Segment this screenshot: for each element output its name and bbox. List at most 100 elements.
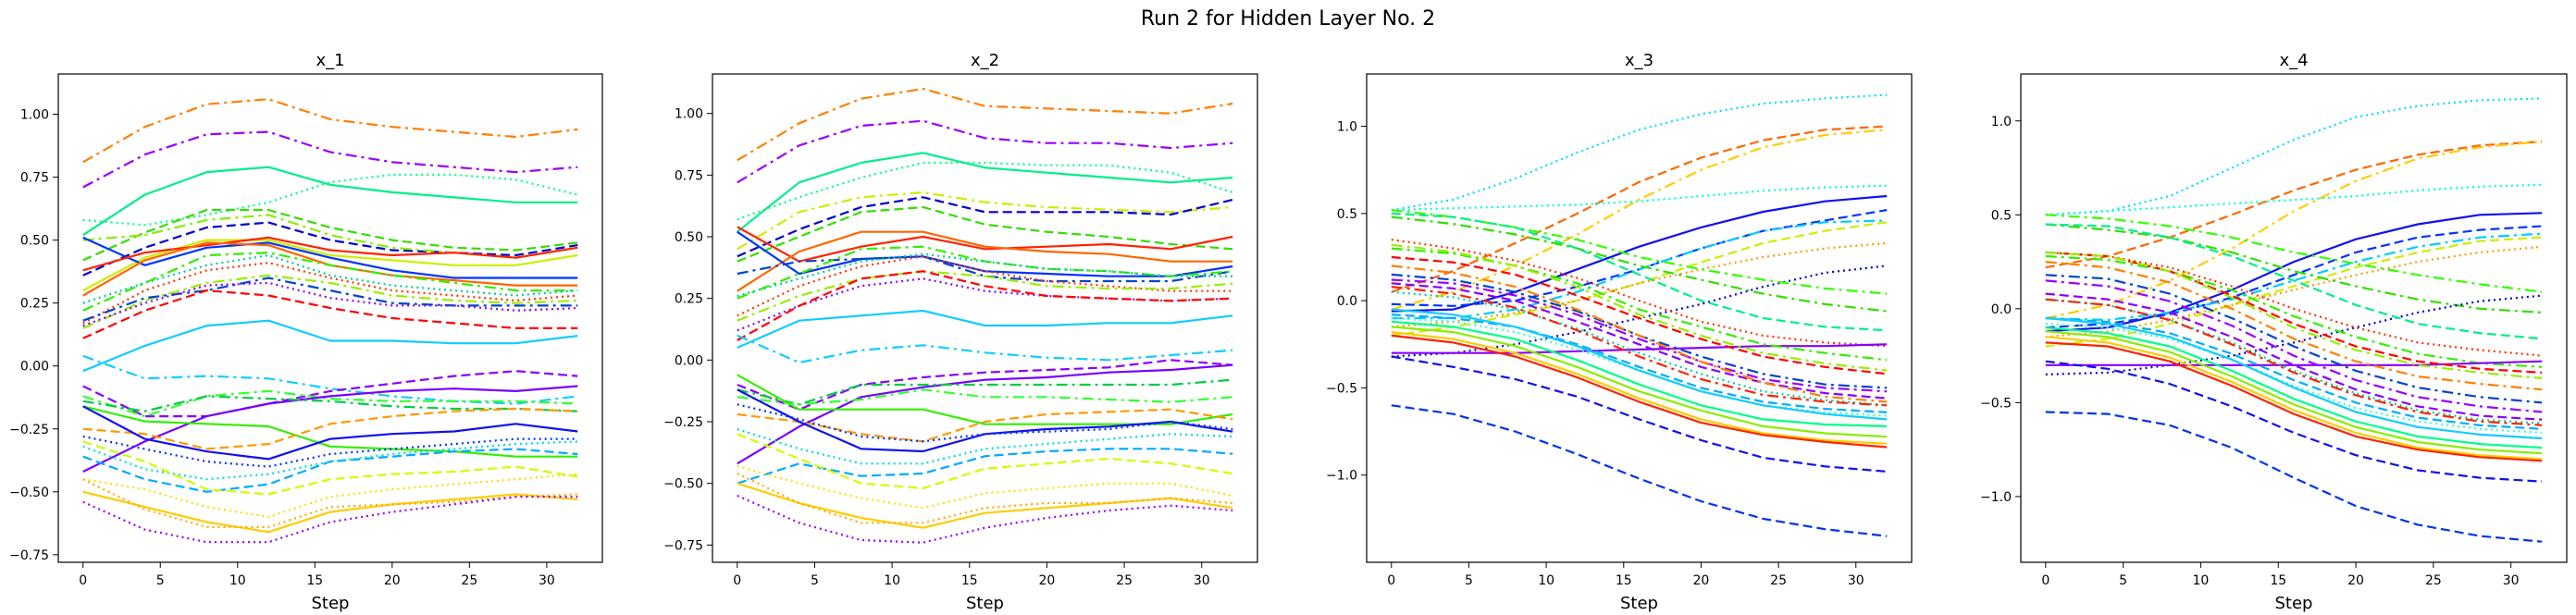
series-line-16: [82, 277, 578, 322]
x-tick-label: 0: [79, 573, 87, 588]
series-line-23: [737, 388, 1233, 406]
series-line-2: [737, 119, 1233, 184]
series-line-33: [737, 473, 1233, 524]
series-line-22: [737, 378, 1233, 406]
series-line-33: [2045, 411, 2543, 543]
series-line-25: [82, 405, 578, 458]
x-tick-label: 25: [1116, 573, 1133, 588]
series-line-17: [737, 270, 1233, 341]
series-line-24: [1391, 286, 1888, 407]
subplot-x_1: x_1 0 5 10 15 20 25 30 −0.75 −0.50 −0.25 0.00 0.25 0.…: [9, 51, 603, 613]
y-tick-label: −1.0: [1980, 490, 2012, 505]
series-line-3: [1391, 129, 1888, 311]
series-line-21: [1391, 282, 1888, 400]
series-line-15: [82, 274, 578, 329]
series-line-5: [1391, 194, 1888, 313]
series-line-6: [737, 196, 1233, 258]
series-line-8: [2045, 236, 2543, 348]
series-line-28: [2045, 326, 2543, 449]
series-line-32: [82, 473, 578, 519]
series-line-6: [82, 221, 578, 277]
y-tick-label: 0.5: [1991, 208, 2012, 223]
y-tick-label: −0.75: [663, 538, 703, 553]
y-tick-label: 0.0: [1337, 294, 1357, 309]
series-line-25: [1391, 314, 1888, 413]
y-tick-label: −0.75: [9, 548, 49, 563]
series-line-19: [737, 334, 1233, 364]
y-tick-label: 0.50: [675, 230, 703, 245]
x-tick-label: 20: [1693, 573, 1710, 588]
y-tick-label: 0.00: [675, 353, 703, 368]
series-line-8: [82, 239, 578, 292]
series-line-14: [1391, 239, 1888, 348]
series-line-6: [2045, 225, 2543, 329]
x-tick-label: 10: [2193, 573, 2210, 588]
series-line-20: [82, 354, 578, 405]
x-tick-label: 5: [2119, 573, 2127, 588]
series-line-17: [82, 281, 578, 327]
y-tick-label: −0.5: [1980, 396, 2012, 411]
series-line-17: [1391, 255, 1888, 375]
series-line-9: [82, 236, 578, 279]
series-line-15: [2045, 254, 2543, 368]
y-tick-label: 0.25: [20, 297, 49, 312]
y-tick-label: 0.75: [675, 168, 703, 183]
series-line-29: [1391, 326, 1888, 438]
subplot-title: x_1: [316, 51, 344, 70]
series-line-25: [737, 408, 1233, 443]
series-line-12: [82, 252, 578, 312]
figure-suptitle: Run 2 for Hidden Layer No. 2: [1141, 7, 1435, 31]
series-line-10: [1391, 264, 1888, 358]
series-line-32: [2045, 360, 2543, 483]
y-tick-label: 1.0: [1337, 120, 1357, 135]
series-line-31: [2045, 341, 2543, 462]
x-axis-label: Step: [1620, 594, 1658, 613]
series-line-4: [1391, 184, 1888, 212]
series-line-32: [1391, 355, 1888, 473]
x-tick-label: 5: [811, 573, 819, 588]
series-line-5: [82, 208, 578, 262]
series-group: [1391, 93, 1888, 537]
series-line-2: [82, 130, 578, 189]
x-tick-label: 0: [2041, 573, 2050, 588]
series-line-14: [2045, 251, 2543, 357]
series-line-1: [2045, 97, 2543, 216]
series-line-15: [737, 270, 1233, 322]
y-tick-label: 1.00: [675, 107, 703, 122]
series-line-28: [1391, 320, 1888, 427]
y-tick-label: −0.25: [663, 415, 703, 430]
series-line-7: [737, 205, 1233, 263]
series-line-19: [82, 319, 578, 373]
series-line-10: [737, 230, 1233, 277]
x-tick-label: 20: [384, 573, 401, 588]
x-tick-label: 30: [1848, 573, 1864, 588]
series-line-27: [82, 405, 578, 461]
series-line-34: [737, 494, 1233, 544]
series-line-33: [82, 490, 578, 534]
series-line-30: [2045, 336, 2543, 461]
series-line-21: [82, 370, 578, 418]
x-tick-label: 30: [1194, 573, 1210, 588]
y-tick-label: 1.00: [20, 108, 49, 123]
series-line-2: [1391, 125, 1888, 293]
series-group: [2045, 97, 2543, 543]
axes-frame: [2020, 73, 2568, 563]
axes-frame: [712, 73, 1258, 563]
series-line-18: [1391, 243, 1888, 372]
series-line-24: [2045, 298, 2543, 426]
series-line-1: [1391, 93, 1888, 212]
x-tick-label: 0: [733, 573, 741, 588]
x-tick-label: 5: [156, 573, 165, 588]
subplot-title: x_4: [2279, 51, 2308, 70]
series-line-23: [2045, 298, 2543, 424]
series-line-13: [82, 253, 578, 304]
series-line-29: [82, 435, 578, 468]
axes-frame: [57, 73, 603, 563]
series-line-20: [1391, 278, 1888, 393]
series-line-18: [2045, 251, 2543, 380]
y-tick-label: 0.0: [1991, 302, 2012, 317]
series-line-12: [1391, 215, 1888, 313]
x-tick-label: 5: [1465, 573, 1473, 588]
x-tick-label: 15: [2270, 573, 2286, 588]
